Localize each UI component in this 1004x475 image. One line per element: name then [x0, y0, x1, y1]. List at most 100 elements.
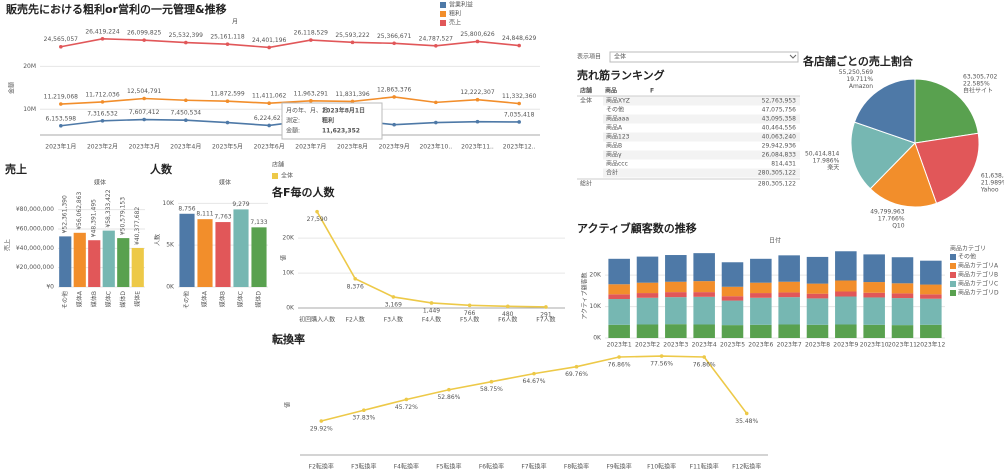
point [391, 295, 396, 299]
x-tick-label: 2023年12 [916, 341, 945, 349]
data-label: ¥50,579,153 [120, 197, 127, 235]
bar-segment [835, 280, 857, 292]
data-label: 1,449 [423, 307, 440, 314]
bar-segment [863, 282, 885, 293]
x-tick-label: F5人数 [460, 316, 479, 324]
bar-segment [665, 297, 687, 325]
legend-label: 全体 [281, 172, 293, 180]
point [617, 355, 621, 359]
point [267, 45, 271, 50]
x-tick-label: 2023年7月 [295, 143, 326, 151]
table-cell: 商品ccc [606, 160, 628, 168]
filter-value[interactable]: 全体 [614, 53, 626, 61]
point [392, 41, 396, 46]
bar-segment [891, 298, 914, 326]
table-cell: 40,063,240 [762, 134, 797, 141]
x-tick-label: F3人数 [384, 316, 403, 324]
bar-segment [608, 299, 630, 325]
y-tick-label: 10K [282, 270, 295, 277]
bar-segment [750, 324, 772, 338]
bar [117, 238, 130, 287]
bar-segment [863, 292, 885, 298]
x-tick-label: F2転換率 [309, 463, 334, 471]
data-label: 6,153,598 [46, 115, 77, 122]
table-cell: 商品A [606, 124, 623, 132]
point [434, 43, 438, 48]
x-tick-label: 媒体A [201, 290, 209, 307]
tooltip-label: 金額: [286, 127, 300, 135]
data-label: 29.92% [310, 426, 333, 433]
bar-segment [636, 282, 659, 294]
bar-segment [665, 255, 687, 282]
bar-segment [750, 282, 772, 294]
data-label: 12,222,307 [460, 89, 495, 96]
legend-label: その他 [958, 253, 976, 261]
data-label: 76.86% [608, 362, 631, 369]
bar-segment [806, 256, 829, 284]
data-label: 24,565,057 [44, 36, 79, 43]
bar-segment [835, 324, 857, 338]
data-label: 12,504,791 [127, 88, 162, 95]
x-tick-label: その他 [183, 291, 191, 309]
data-label: 9,279 [232, 201, 249, 208]
x-tick-label: F8転換率 [564, 463, 589, 471]
bar [131, 247, 144, 287]
y-tick-label: 20K [282, 235, 295, 242]
data-label: 24,401,196 [252, 37, 287, 44]
legend-label: 売上 [449, 19, 461, 27]
legend-swatch [440, 20, 446, 26]
x-tick-label: 2023年6月 [254, 143, 285, 151]
legend-label: 商品カテゴリA [958, 262, 999, 270]
tooltip-box [281, 102, 383, 140]
bar [251, 227, 267, 287]
legend-swatch [440, 11, 446, 17]
pie-category-label: 楽天 [827, 163, 839, 171]
data-label: 69.76% [565, 371, 588, 378]
tooltip-value: 粗利 [322, 117, 334, 125]
y-tick-label: 10K [589, 303, 602, 310]
data-label: 76.86% [693, 362, 716, 369]
data-label: 6,224,621 [254, 115, 285, 122]
data-label: 26,118,529 [294, 30, 329, 37]
legend-label: 商品カテゴリD [958, 289, 999, 297]
table-cell: その他 [606, 106, 624, 114]
x-tick-label: F4転換率 [394, 463, 419, 471]
y-tick-label: 5K [166, 242, 175, 249]
x-tick-label: 初回購入人数 [299, 316, 335, 324]
x-tick-label: 2023年10.. [419, 143, 452, 151]
chart-title: 売上 [5, 162, 27, 176]
point [353, 276, 358, 281]
x-tick-label: F11転換率 [690, 463, 719, 471]
bar-segment [693, 324, 715, 338]
data-label: 766 [464, 310, 476, 317]
data-label: 480 [502, 311, 514, 318]
point [517, 120, 521, 124]
x-tick-label: 2023年8月 [337, 143, 368, 151]
y-axis-label: アクティブ顧客数 [581, 272, 589, 319]
x-tick-label: 2023年4月 [170, 143, 201, 151]
point [350, 40, 355, 45]
point [517, 43, 521, 48]
data-label: 7,450,534 [171, 110, 202, 117]
data-label: 7,316,532 [87, 110, 118, 117]
data-label: 26,419,224 [85, 28, 120, 35]
bar-segment [636, 293, 659, 298]
bar-segment [721, 300, 744, 326]
x-tick-label: F9転換率 [606, 463, 631, 471]
point [574, 364, 579, 369]
filter-box[interactable] [609, 51, 799, 63]
bar-segment [608, 258, 630, 285]
pie-slice [850, 121, 916, 190]
x-tick-label: 2023年4 [692, 341, 717, 349]
table-row [603, 168, 800, 178]
x-tick-label: 2023年10 [860, 341, 889, 349]
legend-label: 粗利 [449, 10, 461, 18]
x-tick-label: 2023年11.. [461, 143, 494, 151]
bar-segment [806, 293, 829, 299]
pie-percent-label: 21.989% [981, 179, 1004, 186]
point [659, 354, 664, 358]
bar-segment [891, 283, 914, 294]
bar-segment [920, 284, 942, 295]
bar [73, 232, 86, 287]
bar-segment [721, 296, 744, 301]
